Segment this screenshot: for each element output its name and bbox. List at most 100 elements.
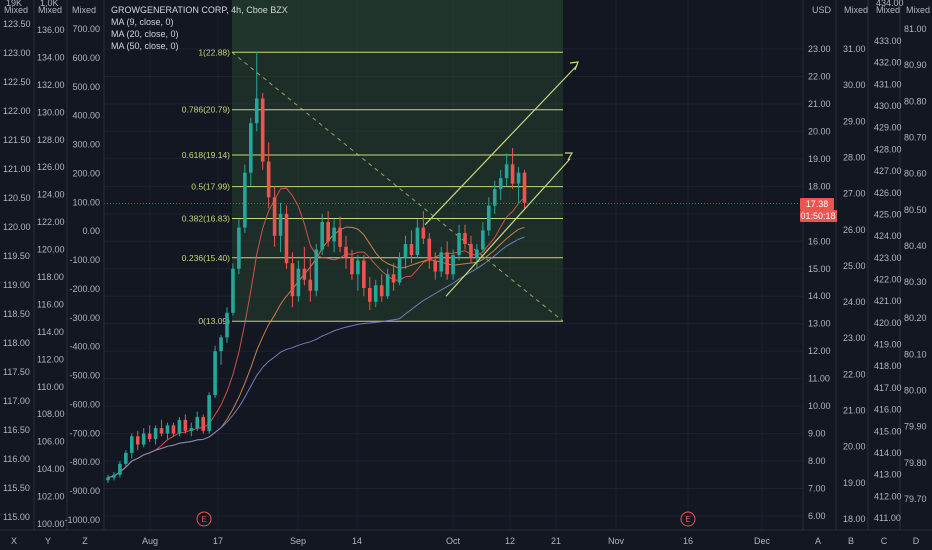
axis-a2-tick-label: 116.00 bbox=[37, 299, 64, 309]
axis-r4-tick-label: 80.60 bbox=[904, 169, 927, 179]
axis-toggle-letter[interactable]: Z bbox=[82, 536, 88, 546]
axis-a3-tick-label: 600.00 bbox=[72, 53, 100, 63]
axis-toggle-letter[interactable]: D bbox=[913, 536, 920, 546]
bar-countdown: 01:50:18 bbox=[800, 211, 835, 221]
axis-a2-mode[interactable]: Mixed bbox=[38, 5, 62, 15]
candle-body bbox=[183, 419, 188, 431]
axis-r1-tick-label: 18.00 bbox=[808, 181, 831, 191]
ma9-legend[interactable]: MA (9, close, 0) bbox=[111, 17, 174, 27]
axis-a2-tick-label: 120.00 bbox=[37, 245, 65, 255]
axis-toggle-letter[interactable]: C bbox=[881, 536, 888, 546]
candle-body bbox=[391, 274, 396, 283]
candle-body bbox=[159, 428, 164, 434]
axis-toggle-letter[interactable]: A bbox=[815, 536, 821, 546]
candle-body bbox=[475, 249, 479, 258]
price-axes[interactable]: 123.50 123.00 122.50 122.00 121.50 121.00 120.… bbox=[3, 19, 927, 529]
candle-body bbox=[207, 395, 211, 431]
candle-body bbox=[498, 178, 503, 190]
channel-lower-line bbox=[445, 158, 571, 297]
axis-a1-tick-label: 115.00 bbox=[3, 512, 30, 522]
axis-a3-mode[interactable]: Mixed bbox=[72, 5, 96, 15]
axis-r3-mode[interactable]: Mixed bbox=[876, 5, 900, 15]
candle-body bbox=[332, 227, 336, 242]
time-tick-label: Aug bbox=[142, 536, 158, 546]
candle-body bbox=[504, 164, 509, 179]
axis-a2-tick-label: 108.00 bbox=[37, 409, 65, 419]
axis-r3-tick-label: 421.00 bbox=[874, 296, 902, 306]
axis-a3-tick-label: 0.00 bbox=[82, 226, 100, 236]
candle-body bbox=[219, 337, 223, 352]
axis-r3-tick-label: 430.00 bbox=[874, 101, 902, 111]
axis-r2-tick-label: 18.00 bbox=[843, 514, 866, 524]
axis-r3-tick-label: 411.00 bbox=[874, 513, 901, 523]
candle-body bbox=[469, 244, 473, 258]
axis-a3-tick-label: 400.00 bbox=[72, 111, 100, 121]
channel-arrow-head bbox=[569, 61, 579, 71]
trend-channel[interactable] bbox=[104, 61, 803, 297]
axis-toggle-letter[interactable]: X bbox=[11, 536, 17, 546]
axis-a2-tick-label: 104.00 bbox=[37, 464, 65, 474]
earnings-marker[interactable]: E bbox=[680, 511, 696, 527]
axis-r1-tick-label: 8.00 bbox=[808, 456, 826, 466]
axis-r3-tick-label: 420.00 bbox=[874, 318, 902, 328]
axis-r3-tick-label: 429.00 bbox=[874, 123, 902, 133]
candle-body bbox=[118, 463, 122, 475]
axis-r3-tick-label: 414.00 bbox=[874, 448, 902, 458]
last-price-badge: 17.38 01:50:18 bbox=[800, 198, 837, 222]
candle-body bbox=[350, 257, 354, 275]
fib-level-label: 0.236(15.40) bbox=[182, 253, 230, 263]
fib-extension-area bbox=[232, 0, 563, 53]
earnings-marker-circle bbox=[680, 511, 696, 527]
axis-r1-tick-label: 20.00 bbox=[808, 126, 831, 136]
axis-r1-unit[interactable]: USD bbox=[812, 5, 832, 15]
candle-body bbox=[201, 417, 205, 431]
candle-body bbox=[243, 172, 247, 228]
earnings-marker[interactable]: E bbox=[196, 511, 212, 527]
candle-body bbox=[147, 433, 152, 440]
axis-a1-tick-label: 121.50 bbox=[3, 135, 31, 145]
candle-body bbox=[302, 268, 307, 280]
candle-body bbox=[403, 244, 408, 258]
axis-a2-tick-label: 132.00 bbox=[37, 80, 65, 90]
axis-toggle-letter[interactable]: Y bbox=[45, 536, 51, 546]
axis-r2-tick-label: 23.00 bbox=[843, 333, 866, 343]
earnings-marker-label: E bbox=[201, 515, 206, 524]
axis-a2-tick-label: 102.00 bbox=[37, 492, 65, 502]
candle-body bbox=[284, 213, 289, 264]
axis-r4-tick-label: 80.80 bbox=[904, 96, 927, 106]
axis-a1-tick-label: 123.50 bbox=[3, 19, 31, 29]
axis-a1-mode[interactable]: Mixed bbox=[4, 5, 28, 15]
axis-r2-tick-label: 19.00 bbox=[843, 478, 866, 488]
last-price-badge-bg bbox=[800, 198, 834, 210]
fib-retracement[interactable]: 1(22.88) 0.786(20.79) 0.618(19.14) 0.5(17.9… bbox=[182, 0, 564, 326]
axis-r4-mode[interactable]: Mixed bbox=[906, 5, 930, 15]
candle-body bbox=[379, 285, 384, 297]
axis-r1-tick-label: 21.00 bbox=[808, 99, 831, 109]
axis-a3-tick-label: 700.00 bbox=[72, 24, 100, 34]
axis-r2-mode[interactable]: Mixed bbox=[844, 5, 868, 15]
axis-r2-tick-label: 26.00 bbox=[843, 225, 866, 235]
candle-body bbox=[231, 268, 235, 313]
axis-r3-tick-label: 423.00 bbox=[874, 253, 902, 263]
chart-title[interactable]: GROWGENERATION CORP, 4h, Cboe BZX bbox=[111, 5, 288, 15]
candle-body bbox=[141, 433, 146, 445]
axis-r4-tick-label: 80.20 bbox=[904, 313, 927, 323]
ma50-legend[interactable]: MA (50, close, 0) bbox=[111, 41, 179, 51]
axis-r1-tick-label: 13.00 bbox=[808, 319, 831, 329]
axis-r2-tick-label: 28.00 bbox=[843, 152, 866, 162]
ma20-legend[interactable]: MA (20, close, 0) bbox=[111, 29, 179, 39]
axis-r3-tick-label: 428.00 bbox=[874, 144, 902, 154]
axis-r4-tick-label: 80.10 bbox=[904, 349, 927, 359]
axis-r3-tick-label: 427.00 bbox=[874, 166, 902, 176]
axis-toggle-letter[interactable]: B bbox=[848, 536, 854, 546]
axis-r3-tick-label: 415.00 bbox=[874, 426, 902, 436]
time-axis[interactable]: X Y Z A B C D Aug 17 Sep 14 Oct 12 21 Nov 16 Dec bbox=[11, 536, 920, 546]
axis-r3-tick-label: 412.00 bbox=[874, 491, 902, 501]
axis-a1-tick-label: 122.00 bbox=[3, 106, 31, 116]
axis-r3-tick-label: 433.00 bbox=[874, 36, 902, 46]
candle-body bbox=[213, 351, 217, 396]
axis-a1-tick-label: 121.00 bbox=[3, 164, 31, 174]
candle-body bbox=[326, 222, 330, 242]
